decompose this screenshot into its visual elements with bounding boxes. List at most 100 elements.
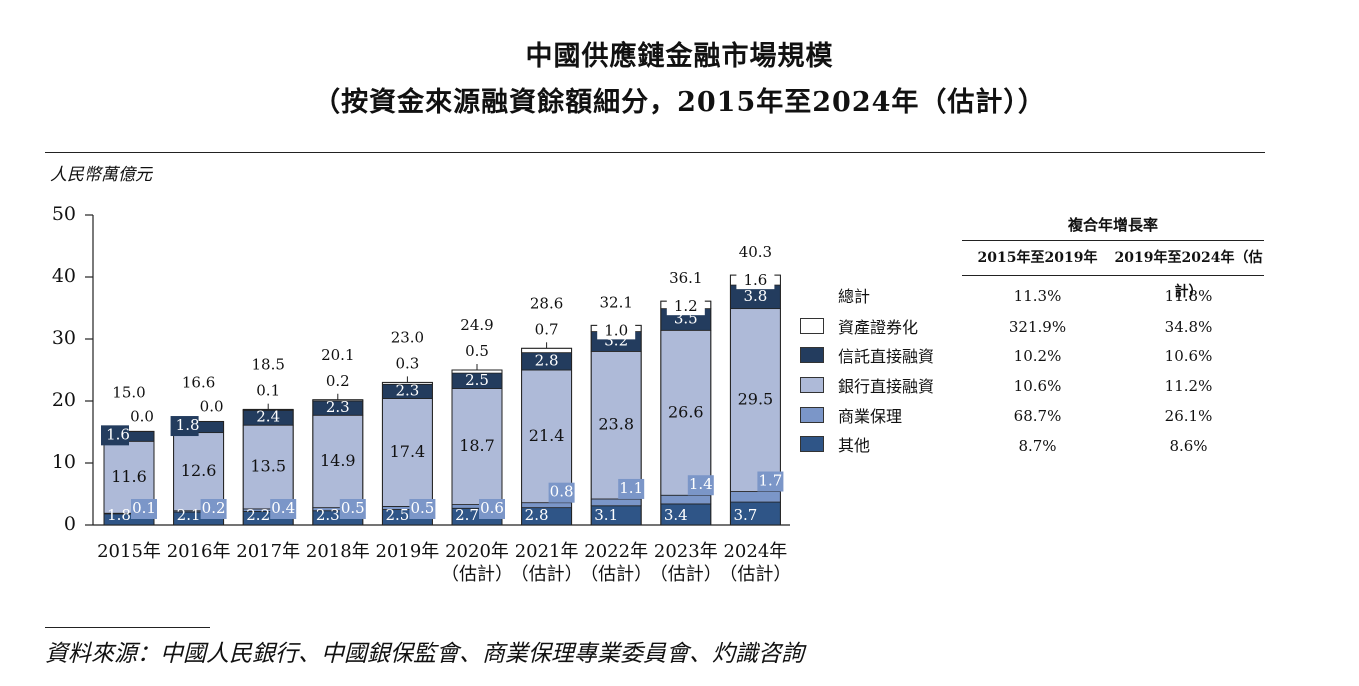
bar-segment-bank [521,369,572,504]
x-tick-label-sub: （估計） [650,564,722,585]
data-label-abs: 1.6 [743,271,767,289]
cagr-value: 26.1% [1164,407,1213,425]
bar-segment-bank [312,414,364,509]
cagr-row-total: 11.3% 11.8% [962,287,1264,305]
data-label-total: 15.0 [112,383,145,401]
bar-segment-factoring [730,491,781,503]
x-tick-label-sub: （估計） [511,564,583,585]
data-label-bank: 12.6 [181,461,217,480]
cagr-row-trust: 10.2% 10.6% [962,347,1264,365]
chart-title-line1: 中國供應鏈金融市場規模 [525,41,834,72]
data-label-trust: 1.6 [106,425,130,443]
data-label-bank: 17.4 [390,442,426,461]
x-tick-label: 2021年 [515,541,579,562]
x-tick-label: 2020年 [445,541,509,562]
data-label-factoring-box [618,478,645,499]
data-label-other: 3.4 [664,506,688,524]
data-label-factoring-box [131,499,157,519]
data-label-trust: 2.3 [326,398,350,416]
cagr-value: 8.7% [1018,437,1057,455]
data-label-factoring: 0.5 [410,499,434,517]
y-tick-label: 20 [52,389,76,411]
data-label-total: 23.0 [391,328,424,346]
legend-item-bank: 銀行直接融資 [800,374,934,396]
data-label-bank: 29.5 [738,390,774,409]
legend-item-abs: 資產證券化 [800,315,918,337]
data-label-abs-box [736,273,775,290]
cagr-row-abs: 321.9% 34.8% [962,318,1264,336]
cagr-row-bank: 10.6% 11.2% [962,377,1264,395]
data-label-factoring: 0.5 [341,499,365,517]
cagr-value: 10.6% [1164,347,1213,365]
x-tick-label: 2019年 [375,541,439,562]
data-label-other: 2.7 [455,506,479,524]
data-label-abs-box [666,299,705,316]
data-label-total: 16.6 [182,373,215,391]
data-label-abs: 0.0 [130,407,154,425]
data-label-other: 2.5 [385,506,409,524]
data-label-trust: 2.4 [256,408,280,426]
data-label-total: 32.1 [599,293,632,311]
bar-segment-bank [730,308,781,492]
data-label-factoring: 1.4 [689,475,713,493]
legend-label-trust: 信託直接融資 [838,347,935,366]
data-label-trust: 2.5 [465,371,489,389]
y-tick-label: 30 [52,327,76,349]
legend-label-other: 其他 [838,436,871,455]
cagr-col-2015-2019: 2015年至2019年 [977,250,1098,266]
data-label-total: 20.1 [321,346,354,364]
legend-label-total: 總計 [838,287,871,306]
data-label-factoring-box [339,499,366,519]
legend-swatch-abs [800,318,824,334]
data-label-abs: 0.5 [465,342,489,360]
y-tick-label: 0 [64,513,76,535]
legend-swatch-bank [800,377,824,393]
data-label-total: 36.1 [669,269,702,287]
cagr-table-columns: 2015年至2019年 2019年至2024年（估計） [962,241,1264,300]
x-tick-label-sub: （估計） [441,564,513,585]
legend-swatch-factoring [800,407,824,423]
data-label-factoring: 0.2 [202,499,226,517]
legend-item-trust: 信託直接融資 [800,344,934,366]
data-label-factoring-box [270,499,297,519]
data-label-factoring-box [757,471,784,492]
data-label-other: 2.2 [246,506,270,524]
x-tick-label: 2017年 [236,541,300,562]
title-divider [45,152,1265,153]
data-label-other: 1.8 [107,506,131,524]
y-tick-label: 40 [52,265,76,287]
x-tick-label: 2015年 [97,541,161,562]
bar-segment-factoring [660,494,712,505]
cagr-row-other: 8.7% 8.6% [962,437,1264,455]
cagr-table: 複合年增長率 2015年至2019年 2019年至2024年（估計） [962,210,1264,300]
chart-title-line2: （按資金來源融資餘額細分，2015年至2024年（估計）） [313,87,1046,118]
bar-segment-bank [381,398,433,507]
bar-segment-bank [242,424,294,510]
data-label-trust: 3.8 [743,287,767,305]
x-tick-label: 2018年 [306,541,370,562]
data-label-abs: 0.2 [326,372,350,390]
data-label-total: 24.9 [460,316,493,334]
data-label-bank: 14.9 [320,451,356,470]
legend-item-other: 其他 [800,433,870,455]
cagr-col-2019-2024: 2019年至2024年（估計） [1114,250,1263,300]
data-label-other: 2.1 [177,506,201,524]
data-label-factoring: 0.8 [550,483,574,501]
cagr-value: 11.2% [1164,377,1213,395]
data-label-trust: 2.8 [535,351,559,369]
data-label-bank: 26.6 [668,402,704,421]
legend-label-abs: 資產證券化 [838,318,919,337]
data-label-abs-box [597,323,636,340]
data-label-total: 28.6 [530,294,563,312]
bar-segment-factoring [590,498,642,507]
x-tick-label: 2016年 [167,541,231,562]
x-tick-label: 2024年 [723,541,787,562]
legend-label-factoring: 商業保理 [838,407,903,426]
data-label-factoring: 0.4 [271,499,295,517]
data-label-abs: 0.7 [535,320,559,338]
data-label-factoring: 1.7 [758,472,782,490]
data-label-trust: 2.3 [395,381,419,399]
cagr-value: 10.2% [1013,347,1062,365]
cagr-row-factoring: 68.7% 26.1% [962,407,1264,425]
